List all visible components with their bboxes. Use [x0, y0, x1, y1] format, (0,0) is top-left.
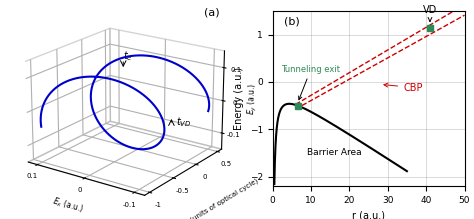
Text: Barrier Area: Barrier Area [307, 148, 362, 157]
Text: (a): (a) [204, 7, 220, 17]
Text: Tunneling exit: Tunneling exit [282, 65, 340, 100]
Text: $t_{VD}$: $t_{VD}$ [176, 115, 191, 129]
X-axis label: r (a.u.): r (a.u.) [352, 210, 385, 219]
Text: (b): (b) [284, 16, 300, 26]
Text: CBP: CBP [384, 83, 423, 92]
Text: VD: VD [423, 5, 437, 21]
Y-axis label: Energy (a.u.): Energy (a.u.) [234, 67, 244, 130]
Y-axis label: Time (units of optical cycle): Time (units of optical cycle) [173, 177, 259, 219]
X-axis label: $E_x$ (a.u.): $E_x$ (a.u.) [51, 195, 86, 216]
Text: $t_e$: $t_e$ [123, 49, 133, 63]
